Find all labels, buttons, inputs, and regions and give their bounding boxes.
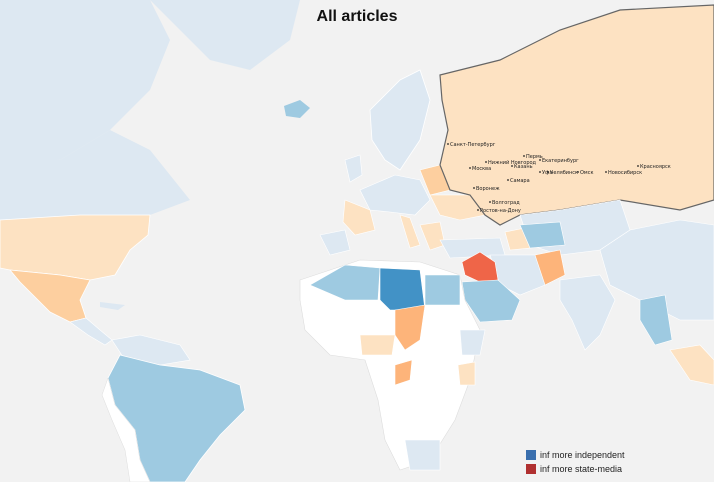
- region-central-europe[interactable]: [359, 174, 431, 216]
- city-label: Ростов-на-Дону: [480, 208, 521, 214]
- city-marker: [485, 161, 487, 163]
- region-scandinavia[interactable]: [369, 69, 431, 171]
- city-marker: [477, 209, 479, 211]
- region-south-africa[interactable]: [404, 439, 441, 471]
- legend-item-independent: inf more independent: [526, 448, 625, 462]
- city-label: Москва: [472, 166, 491, 172]
- city-marker: [539, 159, 541, 161]
- city-marker: [507, 179, 509, 181]
- legend-label-independent: inf more independent: [540, 450, 625, 460]
- city-marker: [511, 165, 513, 167]
- region-libya[interactable]: [379, 267, 426, 311]
- region-kenya[interactable]: [457, 361, 476, 386]
- city-label: Пермь: [526, 154, 543, 160]
- region-central-africa[interactable]: [394, 359, 413, 386]
- city-label: Красноярск: [640, 164, 671, 170]
- city-label: Екатеринбург: [542, 158, 579, 164]
- region-uzbekistan[interactable]: [519, 221, 566, 249]
- city-label: Омск: [580, 170, 593, 176]
- city-marker: [489, 201, 491, 203]
- region-chad[interactable]: [394, 304, 426, 351]
- region-china[interactable]: [599, 219, 714, 321]
- city-label: Санкт-Петербург: [450, 142, 496, 148]
- city-marker: [637, 165, 639, 167]
- region-greenland[interactable]: [150, 0, 300, 70]
- region-ukraine[interactable]: [429, 194, 486, 221]
- map-title: All articles: [316, 8, 398, 25]
- city-label: Воронеж: [476, 186, 500, 192]
- region-peru-chile[interactable]: [101, 377, 151, 482]
- city-marker: [547, 171, 549, 173]
- legend-item-state-media: inf more state-media: [526, 462, 625, 476]
- region-france[interactable]: [342, 199, 376, 236]
- city-label: Уфа: [542, 170, 552, 176]
- region-se-asia[interactable]: [639, 294, 673, 346]
- city-label: Самара: [510, 178, 530, 184]
- region-iceland[interactable]: [284, 100, 310, 118]
- city-marker: [523, 155, 525, 157]
- city-label: Волгоград: [492, 200, 520, 206]
- legend-label-state-media: inf more state-media: [540, 464, 623, 474]
- city-marker: [539, 171, 541, 173]
- city-marker: [469, 167, 471, 169]
- region-uk[interactable]: [344, 154, 363, 183]
- region-usa[interactable]: [0, 214, 151, 281]
- city-marker: [605, 171, 607, 173]
- city-label: Новосибирск: [608, 170, 642, 176]
- city-label: Челябинск: [550, 170, 578, 176]
- region-italy[interactable]: [399, 214, 421, 249]
- region-ethiopia[interactable]: [459, 329, 486, 356]
- city-label: Нижний Новгород: [488, 159, 537, 166]
- legend: inf more independent inf more state-medi…: [526, 448, 625, 476]
- region-india[interactable]: [559, 274, 616, 351]
- region-canada[interactable]: [0, 130, 190, 220]
- legend-swatch-state-media: [526, 464, 536, 474]
- city-marker: [473, 187, 475, 189]
- region-indonesia[interactable]: [669, 344, 714, 386]
- city-label: Казань: [514, 164, 533, 170]
- region-nigeria[interactable]: [359, 334, 396, 356]
- region-cuba[interactable]: [100, 302, 125, 310]
- region-canada-north[interactable]: [0, 0, 170, 160]
- legend-swatch-independent: [526, 450, 536, 460]
- region-algeria[interactable]: [309, 264, 381, 301]
- city-marker: [577, 171, 579, 173]
- region-spain[interactable]: [319, 229, 351, 256]
- region-egypt[interactable]: [424, 274, 461, 306]
- city-marker: [447, 143, 449, 145]
